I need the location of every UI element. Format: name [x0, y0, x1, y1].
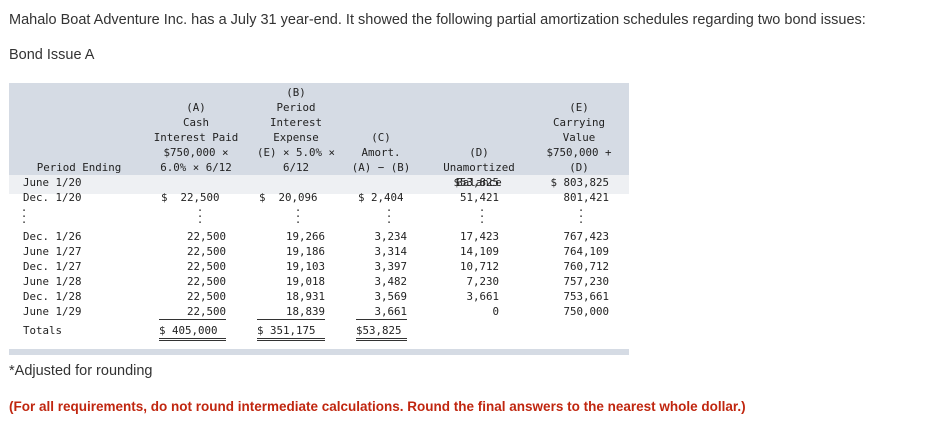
table-row-c: 3,569: [374, 290, 407, 303]
table-row-c: 3,482: [374, 275, 407, 288]
table-row-b: 18,931: [285, 290, 325, 303]
table-row-b: 19,266: [285, 230, 325, 243]
table-row-period: June 1/29: [23, 305, 82, 318]
table-row-a: 22,500: [186, 290, 226, 303]
table-row-e: 750,000: [563, 305, 609, 318]
ellipsis-dots: · · ·: [478, 204, 486, 229]
table-row-e: $ 803,825: [550, 176, 609, 189]
header-col-c: (C) Amort. (A) − (B): [351, 131, 411, 174]
totals-b: $ 351,175: [257, 323, 325, 341]
header-col-b: (B) Period Interest Expense (E) × 5.0% ×…: [256, 86, 335, 174]
table-row-period: Dec. 1/26: [23, 230, 82, 243]
table-row-e: 801,421: [563, 191, 609, 204]
totals-label: Totals: [23, 324, 63, 337]
totals-a: $ 405,000: [159, 323, 226, 341]
table-row-b: 19,103: [285, 260, 325, 273]
table-row-a: 22,500: [186, 260, 226, 273]
ellipsis-dots: · · ·: [385, 204, 393, 229]
table-row-c: 3,314: [374, 245, 407, 258]
totals-c: $53,825: [356, 323, 407, 341]
table-row-c: 3,234: [374, 230, 407, 243]
table-row-d: 14,109: [459, 245, 499, 258]
table-header-band: [9, 83, 629, 175]
table-row-period: Dec. 1/27: [23, 260, 82, 273]
table-row-period: Dec. 1/20: [23, 191, 82, 204]
ellipsis-dots: · · ·: [577, 204, 585, 229]
table-row-period: June 1/20: [23, 176, 82, 189]
header-col-a: (A) Cash Interest Paid $750,000 × 6.0% ×…: [153, 101, 239, 174]
table-row-b: 18,839: [257, 304, 325, 320]
table-first-rows-band: [9, 175, 629, 194]
rounding-footnote: *Adjusted for rounding: [9, 363, 153, 379]
table-row-b: 19,018: [285, 275, 325, 288]
table-row-d: 7,230: [466, 275, 499, 288]
ellipsis-dots: · · ·: [294, 204, 302, 229]
table-row-e: 764,109: [563, 245, 609, 258]
table-row-d: 3,661: [466, 290, 499, 303]
ellipsis-dots: · · ·: [20, 204, 28, 229]
table-row-c: 3,397: [374, 260, 407, 273]
amortization-schedule-table: Period Ending (A) Cash Interest Paid $75…: [9, 83, 629, 355]
table-row-e: 760,712: [563, 260, 609, 273]
table-row-b: $ 20,096: [259, 191, 318, 204]
table-row-d: 10,712: [459, 260, 499, 273]
table-row-d: 51,421: [459, 191, 499, 204]
table-row-a: 22,500: [159, 304, 226, 320]
table-row-d: $53,825: [453, 176, 499, 189]
table-row-c: $ 2,404: [358, 191, 404, 204]
table-row-c: 3,661: [356, 304, 407, 320]
table-row-period: June 1/28: [23, 275, 82, 288]
header-col-e: (E) Carrying Value $750,000 + (D): [546, 101, 612, 174]
table-row-e: 753,661: [563, 290, 609, 303]
table-row-a: 22,500: [186, 245, 226, 258]
table-row-a: 22,500: [186, 230, 226, 243]
ellipsis-dots: · · ·: [196, 204, 204, 229]
table-row-b: 19,186: [285, 245, 325, 258]
header-period-ending: Period Ending: [36, 161, 122, 174]
table-row-a: $ 22,500: [161, 191, 220, 204]
table-row-period: Dec. 1/28: [23, 290, 82, 303]
instructions-text: (For all requirements, do not round inte…: [9, 399, 746, 414]
table-row-a: 22,500: [186, 275, 226, 288]
table-row-e: 757,230: [563, 275, 609, 288]
table-row-d: 0: [492, 305, 499, 318]
header-col-d: (D) Unamortized Balance: [443, 146, 515, 189]
intro-text: Mahalo Boat Adventure Inc. has a July 31…: [9, 12, 866, 28]
table-row-e: 767,423: [563, 230, 609, 243]
table-row-d: 17,423: [459, 230, 499, 243]
table-bottom-border: [9, 349, 629, 355]
table-row-period: June 1/27: [23, 245, 82, 258]
bond-issue-label: Bond Issue A: [9, 47, 95, 63]
